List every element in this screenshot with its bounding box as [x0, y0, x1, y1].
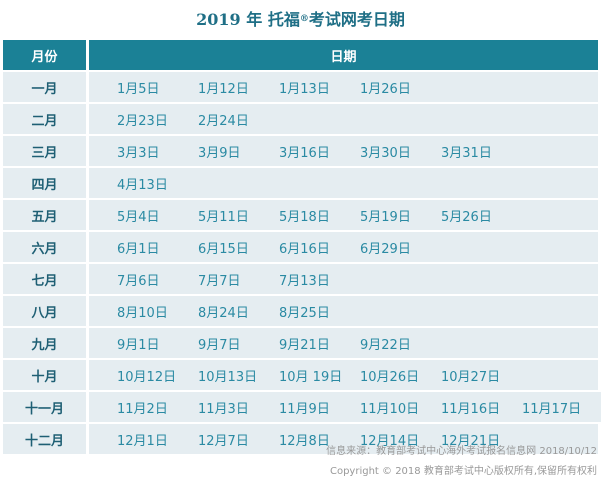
dates-cell: 8月10日 8月24日 8月25日 — [89, 296, 598, 326]
month-cell: 一月 — [3, 72, 86, 102]
exam-date: 12月14日 — [360, 433, 420, 449]
header-month: 月份 — [3, 40, 86, 70]
month-cell: 七月 — [3, 264, 86, 294]
copyright-note: Copyright © 2018 教育部考试中心版权所有,保留所有权利 — [329, 466, 597, 477]
month-cell: 十一月 — [3, 392, 86, 422]
dates-cell: 7月6日 7月7日 7月13日 — [89, 264, 598, 294]
dates-cell: 3月3日 3月9日 3月16日 3月30日 3月31日 — [89, 136, 598, 166]
month-cell: 三月 — [3, 136, 86, 166]
exam-date: 1月5日 — [117, 81, 160, 97]
dates-cell: 6月1日 6月15日 6月16日 6月29日 — [89, 232, 598, 262]
exam-date: 3月9日 — [198, 145, 241, 161]
exam-date: 6月1日 — [117, 241, 160, 257]
table-row: 四月 4月13日 — [3, 168, 598, 198]
dates-cell: 5月4日 5月11日 5月18日 5月19日 5月26日 — [89, 200, 598, 230]
month-cell: 二月 — [3, 104, 86, 134]
source-note: 信息来源：教育部考试中心海外考试报名信息网 2018/10/12 — [326, 446, 597, 457]
exam-date: 1月12日 — [198, 81, 249, 97]
exam-date: 3月31日 — [441, 145, 492, 161]
dates-cell: 10月12日 10月13日 10月 19日 10月26日 10月27日 — [89, 360, 598, 390]
exam-date: 4月13日 — [117, 177, 168, 193]
table-row: 十二月 12月1日 12月7日 12月8日 12月14日 12月21日 — [3, 424, 598, 454]
exam-date: 8月24日 — [198, 305, 249, 321]
table-row: 三月 3月3日 3月9日 3月16日 3月30日 3月31日 — [3, 136, 598, 166]
dates-cell: 9月1日 9月7日 9月21日 9月22日 — [89, 328, 598, 358]
exam-date: 6月16日 — [279, 241, 330, 257]
exam-date: 9月1日 — [117, 337, 160, 353]
exam-date: 6月29日 — [360, 241, 411, 257]
table-row: 十一月 11月2日 11月3日 11月9日 11月10日 11月16日 11月17日 — [3, 392, 601, 422]
exam-date: 3月16日 — [279, 145, 330, 161]
table-row: 九月 9月1日 9月7日 9月21日 9月22日 — [3, 328, 598, 358]
exam-date: 11月9日 — [279, 401, 330, 417]
exam-date: 5月26日 — [441, 209, 492, 225]
exam-date: 5月19日 — [360, 209, 411, 225]
exam-date: 6月15日 — [198, 241, 249, 257]
exam-date: 9月21日 — [279, 337, 330, 353]
exam-date: 9月7日 — [198, 337, 241, 353]
table-row: 一月 1月5日 1月12日 1月13日 1月26日 — [3, 72, 598, 102]
exam-date: 11月3日 — [198, 401, 249, 417]
dates-cell: 11月2日 11月3日 11月9日 11月10日 11月16日 11月17日 — [89, 392, 601, 422]
header-dates: 日期 — [89, 40, 598, 70]
month-cell: 五月 — [3, 200, 86, 230]
exam-date: 7月7日 — [198, 273, 241, 289]
exam-date: 12月1日 — [117, 433, 168, 449]
month-cell: 四月 — [3, 168, 86, 198]
exam-date: 1月13日 — [279, 81, 330, 97]
exam-date: 5月4日 — [117, 209, 160, 225]
exam-date: 11月17日 — [522, 401, 582, 417]
exam-date: 9月22日 — [360, 337, 411, 353]
dates-cell: 4月13日 — [89, 168, 598, 198]
table-row: 二月 2月23日 2月24日 — [3, 104, 598, 134]
exam-date: 12月21日 — [441, 433, 501, 449]
exam-date: 3月30日 — [360, 145, 411, 161]
exam-date: 8月25日 — [279, 305, 330, 321]
exam-date: 12月7日 — [198, 433, 249, 449]
exam-date: 2月24日 — [198, 113, 249, 129]
exam-date: 7月6日 — [117, 273, 160, 289]
table-row: 六月 6月1日 6月15日 6月16日 6月29日 — [3, 232, 598, 262]
exam-date: 2月23日 — [117, 113, 168, 129]
exam-date: 1月26日 — [360, 81, 411, 97]
exam-date: 5月18日 — [279, 209, 330, 225]
exam-date: 7月13日 — [279, 273, 330, 289]
dates-cell: 2月23日 2月24日 — [89, 104, 598, 134]
dates-cell: 12月1日 12月7日 12月8日 12月14日 12月21日 — [89, 424, 598, 454]
month-cell: 九月 — [3, 328, 86, 358]
exam-date: 10月13日 — [198, 369, 258, 385]
month-cell: 六月 — [3, 232, 86, 262]
title-main: 2019 年 托福 — [196, 10, 300, 29]
exam-date: 11月16日 — [441, 401, 501, 417]
month-cell: 十月 — [3, 360, 86, 390]
title-rest: 考试网考日期 — [308, 10, 405, 29]
month-cell: 八月 — [3, 296, 86, 326]
table-row: 七月 7月6日 7月7日 7月13日 — [3, 264, 598, 294]
exam-date: 10月26日 — [360, 369, 420, 385]
exam-date: 10月27日 — [441, 369, 501, 385]
registered-mark: ® — [299, 14, 309, 24]
dates-cell: 1月5日 1月12日 1月13日 1月26日 — [89, 72, 598, 102]
exam-date: 11月10日 — [360, 401, 420, 417]
table-row: 八月 8月10日 8月24日 8月25日 — [3, 296, 598, 326]
exam-date: 10月 19日 — [279, 369, 343, 385]
table-body: 一月 1月5日 1月12日 1月13日 1月26日 二月 2月23日 2月24日 三月 3月3日 3… — [3, 70, 601, 454]
exam-dates-table: 月份 日期 一月 1月5日 1月12日 1月13日 1月26日二月 2月23日 2月24日三… — [3, 40, 601, 454]
page-title: 2019 年 托福®考试网考日期 — [0, 8, 601, 32]
exam-date: 11月2日 — [117, 401, 168, 417]
table-row: 五月 5月4日 5月11日 5月18日 5月19日 5月26日 — [3, 200, 598, 230]
month-cell: 十二月 — [3, 424, 86, 454]
table-row: 十月 10月12日 10月13日 10月 19日 10月26日 10月27日 — [3, 360, 598, 390]
exam-date: 12月8日 — [279, 433, 330, 449]
exam-date: 3月3日 — [117, 145, 160, 161]
table-header-row: 月份 日期 — [3, 40, 598, 70]
exam-date: 8月10日 — [117, 305, 168, 321]
exam-date: 10月12日 — [117, 369, 177, 385]
exam-date: 5月11日 — [198, 209, 249, 225]
